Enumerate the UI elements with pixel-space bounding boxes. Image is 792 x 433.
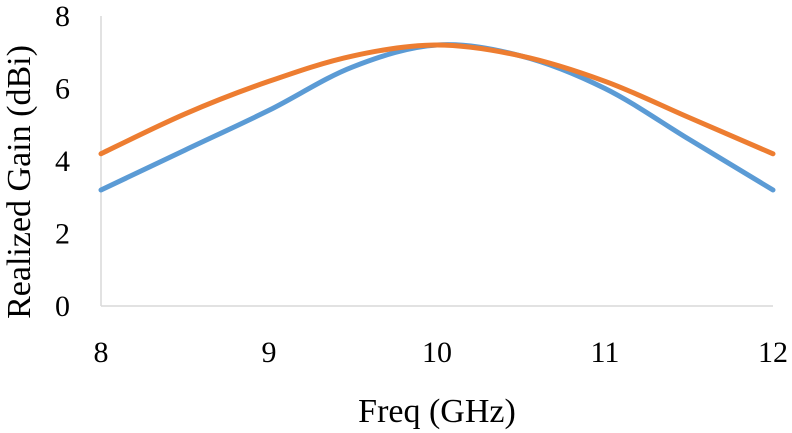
x-tick-label: 8	[94, 336, 109, 369]
y-tick-label: 6	[55, 73, 70, 106]
x-tick-label: 12	[758, 336, 788, 369]
series-line-2	[98, 42, 776, 157]
y-tick-labels: 0 2 4 6 8	[55, 0, 70, 323]
x-tick-labels: 8 9 10 11 12	[94, 336, 789, 369]
y-tick-label: 0	[55, 290, 70, 323]
series-line-1	[98, 42, 776, 193]
y-axis-title: Realized Gain (dBi)	[1, 45, 38, 319]
x-tick-label: 9	[262, 336, 277, 369]
x-axis-title: Freq (GHz)	[358, 393, 516, 430]
y-tick-label: 4	[55, 145, 70, 178]
series-layer	[98, 42, 776, 193]
axes	[100, 16, 773, 307]
x-tick-label: 11	[591, 336, 620, 369]
x-tick-label: 10	[422, 336, 452, 369]
y-tick-label: 8	[55, 0, 70, 33]
y-tick-label: 2	[55, 218, 70, 251]
